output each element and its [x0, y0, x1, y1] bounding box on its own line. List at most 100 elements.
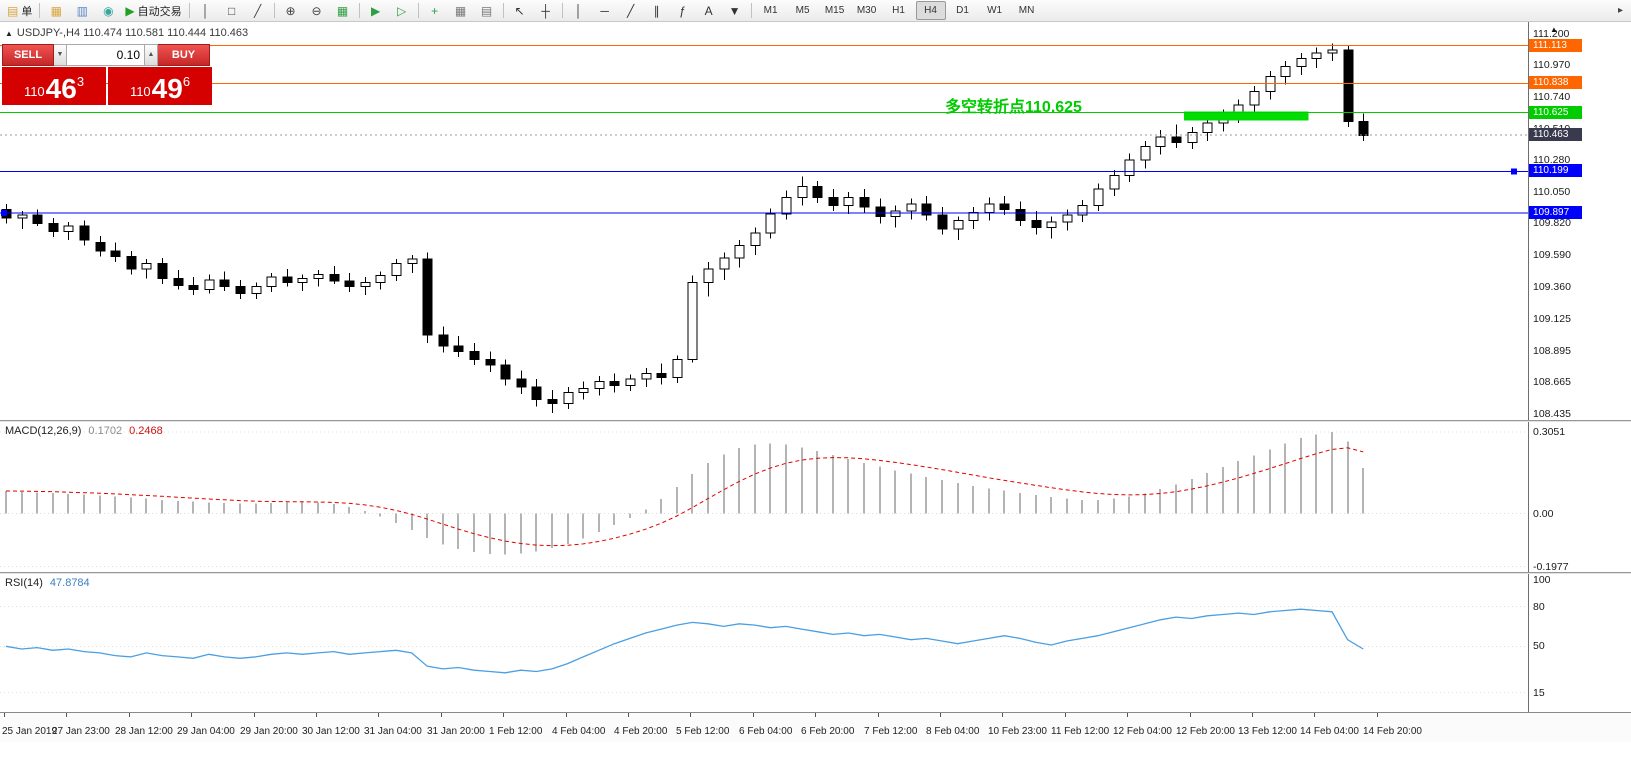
candle	[828, 189, 839, 212]
time-label: 31 Jan 20:00	[427, 726, 485, 737]
arrows-icon[interactable]: ▼	[723, 1, 747, 21]
line-chart-mode-icon[interactable]: ╱	[246, 1, 270, 21]
candle	[375, 271, 386, 290]
time-label: 4 Feb 04:00	[552, 726, 606, 737]
timeframe-m5-button[interactable]: M5	[795, 5, 810, 16]
macd-header: MACD(12,26,9) 0.1702 0.2468	[5, 425, 163, 437]
crosshair-icon[interactable]: ┼	[534, 1, 558, 21]
time-tick	[254, 713, 255, 717]
price-scale[interactable]: 111.200110.970110.740110.510110.280110.0…	[1528, 22, 1631, 712]
support-zone-rectangle[interactable]	[1183, 111, 1309, 121]
panel-collapse-icon[interactable]: ▲	[5, 29, 13, 38]
time-tick	[316, 713, 317, 717]
buy-price-display[interactable]: 110 49 6	[108, 67, 212, 105]
market-watch-icon[interactable]: ◉	[96, 1, 120, 21]
candle	[266, 272, 277, 293]
time-label: 10 Feb 23:00	[988, 726, 1047, 737]
trendline-icon[interactable]: ╱	[619, 1, 643, 21]
panel-splitter-macd[interactable]	[0, 420, 1631, 422]
zoom-in-icon[interactable]: ⊕	[279, 1, 303, 21]
toolbar-separator	[750, 3, 752, 18]
timeframe-h1-button[interactable]: H1	[892, 5, 905, 16]
chart-shift-icon[interactable]: ▷	[390, 1, 414, 21]
candle	[609, 373, 620, 393]
candle	[1280, 61, 1291, 85]
candle	[1140, 140, 1151, 169]
fibonacci-icon[interactable]: ƒ	[671, 1, 695, 21]
vertical-line-icon[interactable]: │	[567, 1, 591, 21]
time-label: 14 Feb 20:00	[1363, 726, 1422, 737]
text-label-icon[interactable]: A	[697, 1, 721, 21]
time-tick	[1190, 713, 1191, 717]
time-tick	[628, 713, 629, 717]
candle	[906, 198, 917, 220]
horizontal-line-icon[interactable]: ─	[593, 1, 617, 21]
line-handle[interactable]	[1511, 168, 1517, 175]
toolbar-overflow-icon[interactable]: ▸	[1617, 5, 1623, 16]
buy-price-base: 110	[129, 84, 151, 99]
bar-chart-mode-icon[interactable]: │	[194, 1, 218, 21]
charts-window-icon[interactable]: ▦	[44, 1, 68, 21]
profiles-icon[interactable]: ▥	[70, 1, 94, 21]
chart-shift-icon-icon: ▷	[396, 3, 407, 18]
periods-icon[interactable]: ▦	[449, 1, 473, 21]
candle	[95, 235, 106, 257]
candle	[531, 378, 542, 407]
candle	[703, 261, 714, 297]
line-handle[interactable]	[1, 209, 7, 216]
timeframe-m1-button[interactable]: M1	[763, 5, 778, 16]
candle	[407, 255, 418, 273]
scale-arrow-icon[interactable]: ▲	[1550, 25, 1558, 34]
price-tick: 110.050	[1533, 185, 1571, 198]
chart-title: ▲ USDJPY-,H4 110.474 110.581 110.444 110.…	[5, 27, 248, 39]
rsi-tick: 100	[1533, 573, 1551, 586]
candlestick-mode-icon[interactable]: □	[220, 1, 244, 21]
macd-tick: 0.3051	[1533, 426, 1566, 438]
candle	[812, 180, 823, 203]
candle	[843, 191, 854, 214]
price-tick: 108.895	[1533, 344, 1571, 357]
candle	[953, 216, 964, 240]
candle	[765, 208, 776, 239]
trend-annotation[interactable]: 多空转折点110.625	[945, 99, 1082, 116]
time-axis[interactable]: 25 Jan 2019 27 Jan 23:00 28 Jan 12:00 29 Ja…	[0, 712, 1631, 742]
toolbar-separator	[188, 3, 190, 18]
new-order-button[interactable]: ▤ 单	[4, 1, 35, 21]
candle	[1124, 153, 1135, 183]
timeframe-h4-button[interactable]: H4	[915, 1, 946, 20]
tile-windows-icon[interactable]: ▦	[331, 1, 355, 21]
buy-button[interactable]: BUY	[158, 44, 210, 66]
macd-panel	[0, 422, 1528, 572]
auto-scroll-icon[interactable]: ▶	[364, 1, 388, 21]
sell-button[interactable]: SELL	[2, 44, 54, 66]
lot-increase-button[interactable]: ▲	[145, 44, 158, 66]
timeframe-m30-button[interactable]: M30	[856, 5, 877, 16]
sell-price-display[interactable]: 110 46 3	[2, 67, 106, 105]
indicators-icon[interactable]: +	[423, 1, 447, 21]
panel-splitter-rsi[interactable]	[0, 572, 1631, 574]
lot-size-input[interactable]	[67, 44, 145, 66]
candle	[1311, 47, 1322, 69]
price-tag-109.897: 109.897	[1529, 205, 1582, 219]
timeframe-mn-button[interactable]: MN	[1018, 5, 1035, 16]
autotrading-button[interactable]: ▶ 自动交易	[122, 1, 184, 21]
macd-signal-value: 0.2468	[129, 425, 163, 437]
time-label: 6 Feb 20:00	[801, 726, 855, 737]
arrows-icon-icon: ▼	[728, 3, 741, 18]
candle	[500, 359, 511, 386]
periods-icon-icon: ▦	[454, 3, 467, 18]
zoom-out-icon[interactable]: ⊖	[305, 1, 329, 21]
toolbar: ▤ 单 ▦ ▥ ◉ ▶ 自动交易 │ □ ╱ ⊕ ⊖ ▦ ▶ ▷ + ▦ ▤ ↖ ┼ │ ─ ╱ ∥ ƒ A ▼ M1 M5 M15 M30…	[0, 0, 1631, 22]
buy-price-pips: 49	[151, 73, 183, 104]
time-label: 12 Feb 04:00	[1113, 726, 1172, 737]
price-tag-110.838: 110.838	[1529, 76, 1582, 90]
lot-decrease-button[interactable]: ▼	[54, 44, 67, 66]
time-tick	[690, 713, 691, 717]
timeframe-m15-button[interactable]: M15	[824, 5, 845, 16]
timeframe-d1-button[interactable]: D1	[956, 5, 969, 16]
templates-icon[interactable]: ▤	[475, 1, 499, 21]
cursor-icon[interactable]: ↖	[508, 1, 532, 21]
timeframe-w1-button[interactable]: W1	[987, 5, 1003, 16]
equidistant-channel-icon[interactable]: ∥	[645, 1, 669, 21]
candle	[984, 197, 995, 221]
